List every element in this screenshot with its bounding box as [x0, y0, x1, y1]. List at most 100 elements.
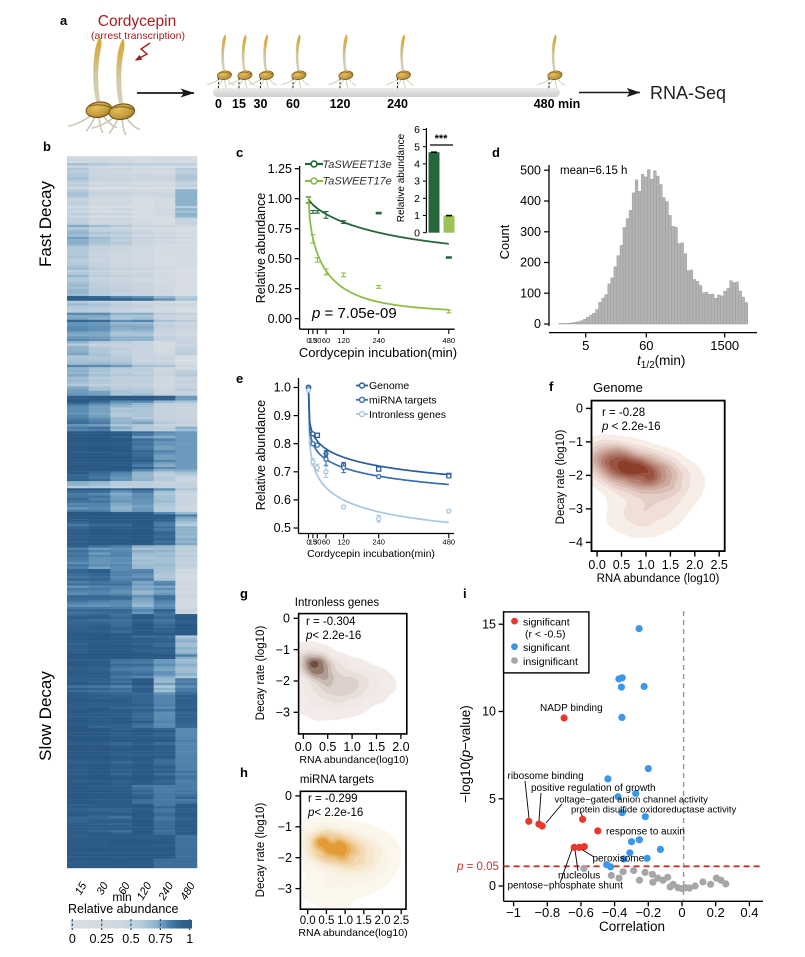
svg-text:0.75: 0.75	[148, 932, 172, 946]
svg-text:30: 30	[313, 336, 321, 345]
svg-text:−3: −3	[569, 502, 583, 516]
svg-text:voltage−gated anion channel ac: voltage−gated anion channel activity	[555, 795, 709, 806]
svg-text:pentose−phosphate shunt: pentose−phosphate shunt	[508, 881, 624, 892]
svg-text:Decay rate (log10): Decay rate (log10)	[255, 626, 267, 721]
svg-text:p = 0.05: p = 0.05	[456, 861, 499, 873]
svg-text:1.0: 1.0	[274, 381, 291, 395]
svg-text:0: 0	[534, 317, 541, 331]
svg-text:120: 120	[337, 336, 350, 345]
svg-text:2.0: 2.0	[686, 558, 703, 572]
svg-text:Decay rate (log10): Decay rate (log10)	[255, 803, 267, 898]
svg-text:significant: significant	[523, 642, 570, 654]
svg-text:0: 0	[69, 932, 76, 946]
svg-text:30: 30	[254, 97, 268, 111]
svg-text:0.25: 0.25	[90, 932, 114, 946]
svg-text:5: 5	[489, 792, 496, 806]
svg-text:−3: −3	[276, 706, 290, 720]
svg-text:Cordycepin incubation(min): Cordycepin incubation(min)	[299, 345, 457, 360]
svg-text:0: 0	[678, 905, 685, 920]
svg-text:Correlation: Correlation	[599, 919, 665, 934]
svg-text:480: 480	[443, 336, 456, 345]
svg-text:0: 0	[414, 227, 420, 239]
svg-text:1.5: 1.5	[356, 915, 372, 927]
svg-text:−1: −1	[278, 820, 292, 834]
svg-text:0.0: 0.0	[588, 558, 605, 572]
svg-text:480 min: 480 min	[534, 97, 581, 111]
svg-text:Cordycepin: Cordycepin	[98, 13, 176, 30]
svg-text:0.2: 0.2	[707, 905, 725, 920]
svg-text:0: 0	[576, 402, 583, 416]
svg-text:f: f	[549, 379, 554, 394]
svg-text:200: 200	[520, 256, 541, 270]
svg-text:peroxisome: peroxisome	[593, 854, 645, 865]
svg-text:NADP binding: NADP binding	[540, 703, 603, 714]
svg-text:i: i	[463, 586, 467, 601]
svg-text:g: g	[240, 586, 248, 601]
svg-text:−2: −2	[278, 851, 292, 865]
svg-text:0: 0	[306, 538, 310, 547]
svg-text:−4: −4	[569, 536, 583, 550]
svg-text:120: 120	[330, 97, 351, 111]
svg-text:480: 480	[443, 538, 456, 547]
svg-text:240: 240	[387, 97, 408, 111]
svg-text:1500: 1500	[710, 338, 739, 353]
svg-text:r = -0.28: r = -0.28	[602, 407, 645, 419]
svg-text:−2: −2	[276, 674, 290, 688]
svg-text:240: 240	[372, 538, 385, 547]
svg-text:r = -0.304: r = -0.304	[306, 616, 356, 628]
svg-text:0: 0	[283, 612, 290, 626]
svg-text:2.5: 2.5	[711, 558, 728, 572]
svg-text:significant: significant	[523, 617, 570, 629]
svg-text:min: min	[112, 890, 131, 904]
svg-text:protein disulfide oxidoreducta: protein disulfide oxidoreductase activit…	[571, 805, 737, 816]
svg-text:60: 60	[286, 97, 300, 111]
svg-text:0.5: 0.5	[319, 740, 336, 754]
svg-text:b: b	[43, 139, 51, 154]
svg-text:300: 300	[520, 225, 541, 239]
svg-text:0.00: 0.00	[268, 312, 292, 326]
svg-text:1.0: 1.0	[337, 915, 353, 927]
svg-text:1: 1	[414, 210, 420, 222]
svg-text:2.0: 2.0	[375, 915, 391, 927]
svg-text:response to auxin: response to auxin	[606, 827, 685, 838]
svg-text:0.50: 0.50	[268, 252, 292, 266]
svg-text:−3: −3	[278, 882, 292, 896]
svg-text:Intronless genes: Intronless genes	[369, 409, 446, 421]
svg-text:0.4: 0.4	[740, 905, 758, 920]
svg-text:d: d	[492, 145, 500, 160]
svg-text:−2: −2	[569, 469, 583, 483]
svg-text:RNA abundance (log10): RNA abundance (log10)	[597, 573, 720, 585]
svg-text:(r < -0.5): (r < -0.5)	[525, 628, 566, 640]
svg-text:−1: −1	[569, 435, 583, 449]
svg-text:60: 60	[322, 336, 330, 345]
svg-text:−1: −1	[506, 905, 521, 920]
svg-text:miRNA targets: miRNA targets	[369, 395, 437, 407]
svg-text:c: c	[236, 145, 243, 160]
svg-text:RNA abundance(log10): RNA abundance(log10)	[299, 754, 408, 766]
svg-text:0: 0	[489, 879, 496, 893]
svg-text:p = 7.05e-09: p = 7.05e-09	[311, 305, 397, 322]
svg-text:60: 60	[322, 538, 330, 547]
svg-text:Relative abundance: Relative abundance	[254, 400, 268, 511]
svg-text:1: 1	[186, 932, 193, 946]
svg-text:0: 0	[285, 789, 292, 803]
svg-text:10: 10	[482, 705, 496, 719]
svg-text:0.8: 0.8	[274, 437, 291, 451]
svg-text:(arrest transcription): (arrest transcription)	[91, 30, 185, 42]
svg-text:Decay rate (log10): Decay rate (log10)	[555, 430, 567, 525]
svg-text:1.5: 1.5	[368, 740, 385, 754]
svg-text:15: 15	[232, 97, 246, 111]
svg-text:Slow Decay: Slow Decay	[36, 671, 55, 761]
svg-text:−1: −1	[276, 643, 290, 657]
svg-text:500: 500	[520, 163, 541, 177]
svg-text:−0.6: −0.6	[568, 905, 594, 920]
svg-text:Relative abundance: Relative abundance	[68, 902, 179, 916]
svg-text:0.5: 0.5	[274, 521, 291, 535]
svg-text:positive regulation of growth: positive regulation of growth	[531, 783, 656, 794]
svg-text:Relative abundance: Relative abundance	[396, 133, 407, 222]
svg-text:0: 0	[215, 97, 222, 111]
svg-text:−0.8: −0.8	[534, 905, 560, 920]
svg-text:a: a	[60, 13, 68, 28]
svg-text:Genome: Genome	[593, 380, 643, 395]
svg-text:3: 3	[414, 176, 420, 188]
